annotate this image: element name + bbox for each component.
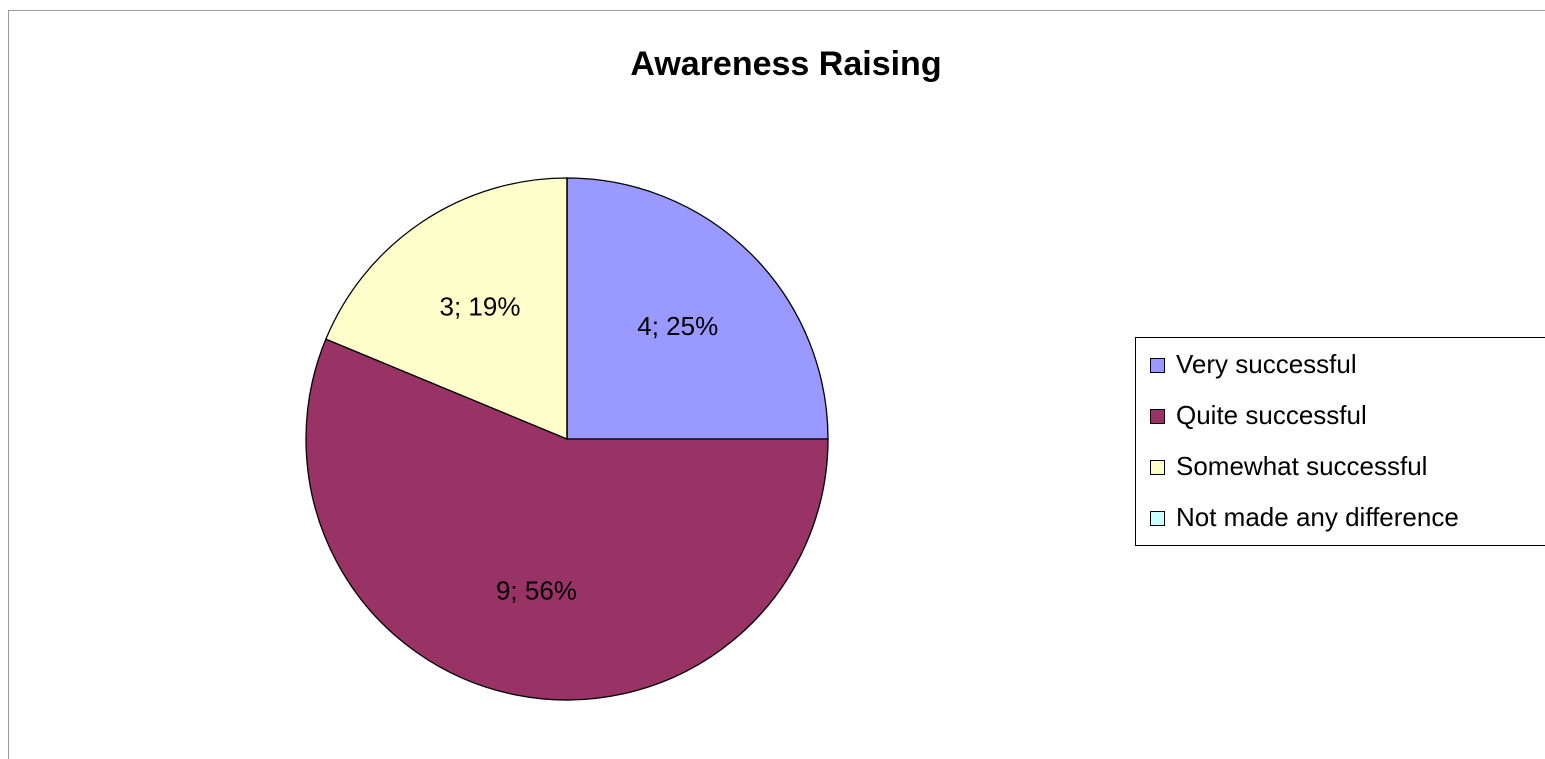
pie: 4; 25% 9; 56% 3; 19% xyxy=(305,177,829,701)
data-label: 3; 19% xyxy=(440,292,521,322)
legend-label: Somewhat successful xyxy=(1176,451,1427,481)
legend-box xyxy=(1135,337,1545,546)
pie-slice xyxy=(305,338,829,701)
data-label: 9; 56% xyxy=(496,575,577,605)
pie-slice xyxy=(566,177,829,440)
legend-label: Quite successful xyxy=(1176,400,1367,430)
legend-swatch xyxy=(1150,358,1165,373)
legend-label: Very successful xyxy=(1176,349,1357,379)
data-label: 4; 25% xyxy=(637,311,718,341)
legend-swatch xyxy=(1150,511,1165,526)
pie-slice xyxy=(325,177,568,440)
legend-swatch xyxy=(1150,409,1165,424)
legend: Very successful Quite successful Somewhat … xyxy=(1135,337,1545,546)
legend-swatch xyxy=(1150,460,1165,475)
chart-title: Awareness Raising xyxy=(630,45,941,83)
legend-label: Not made any difference xyxy=(1176,502,1459,532)
